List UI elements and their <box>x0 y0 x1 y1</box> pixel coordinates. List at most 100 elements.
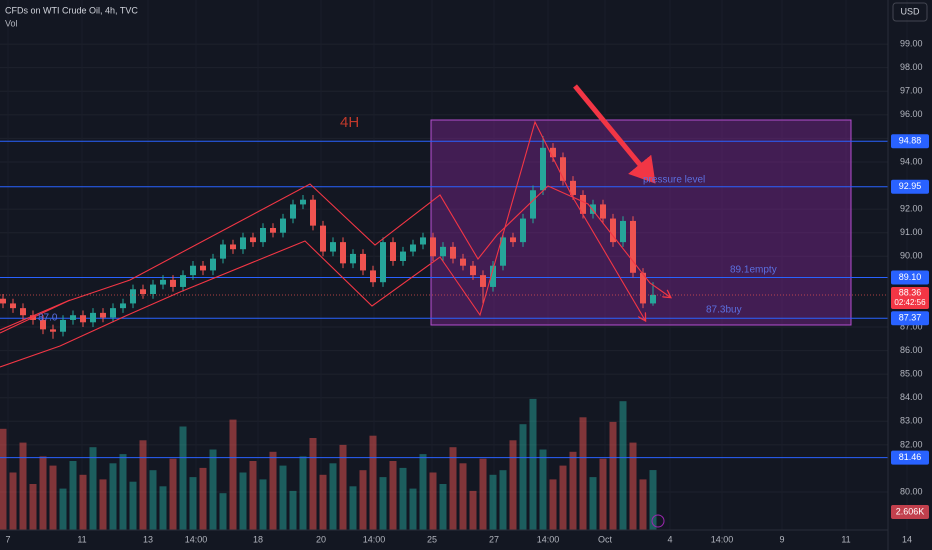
y-tick-label: 84.00 <box>900 392 923 402</box>
candle-body <box>380 242 386 283</box>
x-tick-label: 9 <box>779 534 784 544</box>
candle-body <box>150 284 156 294</box>
volume-bar <box>149 470 157 530</box>
y-tick-label: 94.00 <box>900 156 923 166</box>
y-tick-label: 96.00 <box>900 109 923 119</box>
x-tick-label: 11 <box>841 534 850 544</box>
grid <box>0 43 888 493</box>
chart-title: CFDs on WTI Crude Oil, 4h, TVC <box>5 5 138 15</box>
level-label: 89.10 <box>899 272 922 282</box>
candle-body <box>550 147 556 158</box>
x-tick-label: 7 <box>5 534 10 544</box>
volume-bar <box>0 428 7 530</box>
volume-bar <box>609 421 617 530</box>
level-tag <box>891 270 929 285</box>
volume-bar <box>69 461 77 530</box>
volume-bar <box>519 424 527 530</box>
volume-bar <box>499 470 507 530</box>
volume-bar <box>649 470 657 530</box>
candle-body <box>210 258 216 271</box>
x-tick-label: 18 <box>253 534 263 544</box>
volume-bar <box>479 458 487 530</box>
candle-body <box>280 218 286 233</box>
x-tick-label: 14 <box>902 534 912 544</box>
volume-bar <box>489 474 497 530</box>
candle-body <box>640 272 646 304</box>
volume-bar <box>629 442 637 530</box>
candle-body <box>420 237 426 245</box>
candle-body <box>190 265 196 276</box>
volume-bar <box>129 481 137 530</box>
volume-bar <box>269 451 277 530</box>
y-tick-label: 98.00 <box>900 62 923 72</box>
x-tick-label: 11 <box>77 534 86 544</box>
zigzag-lower <box>0 120 645 368</box>
candle-body <box>360 253 366 271</box>
annotation: 87.0 <box>38 313 58 324</box>
volume-bar <box>569 451 577 530</box>
candle-body <box>180 275 186 287</box>
y-tick-label: 80.00 <box>900 486 923 496</box>
candle-body <box>220 244 226 259</box>
y-tick-label: 86.00 <box>900 345 923 355</box>
candle-body <box>470 265 476 276</box>
candle-body <box>50 329 56 332</box>
candle-body <box>450 246 456 259</box>
level-tag <box>891 179 929 194</box>
volume-bar <box>169 458 177 530</box>
volume-bar <box>279 465 287 530</box>
candle-body <box>570 180 576 195</box>
candle-body <box>260 227 266 243</box>
candle-body <box>510 237 516 243</box>
y-tick-label: 92.00 <box>900 203 923 213</box>
volume-tag <box>891 505 929 519</box>
currency-button[interactable] <box>892 2 928 22</box>
volume-title: Vol <box>5 18 18 28</box>
candle-body <box>560 157 566 181</box>
volume-bar <box>219 493 227 530</box>
candle-body <box>80 315 86 323</box>
candle-body <box>130 289 136 304</box>
volume-bar <box>39 456 47 530</box>
volume-bar <box>599 458 607 530</box>
volume-bar <box>619 401 627 530</box>
volume-bar <box>319 474 327 530</box>
candle-body <box>440 246 446 257</box>
y-tick-label: 83.00 <box>900 416 923 426</box>
candle-body <box>70 315 76 320</box>
volume-bar <box>399 467 407 530</box>
candle-body <box>500 237 506 266</box>
event-icon[interactable] <box>651 514 665 528</box>
x-tick-label: 27 <box>489 534 499 544</box>
candle-body <box>20 308 26 316</box>
candle-body <box>370 270 376 283</box>
volume-bar <box>59 488 67 530</box>
y-tick-label: 82.00 <box>900 439 923 449</box>
candle-body <box>160 279 166 285</box>
candle-body <box>430 237 436 257</box>
levels <box>0 140 888 459</box>
y-tick-label: 99.00 <box>900 38 923 48</box>
candle-body <box>630 220 636 273</box>
level-label: 94.88 <box>899 136 922 146</box>
currency[interactable]: USD <box>900 6 920 16</box>
volume-bar <box>449 447 457 530</box>
candle-body <box>200 265 206 271</box>
volume-bar <box>379 477 387 530</box>
candle-body <box>120 303 126 309</box>
candles <box>0 136 656 339</box>
x-tick-label: 20 <box>316 534 326 544</box>
volume-bar <box>309 438 317 530</box>
level-tag <box>891 134 929 149</box>
candle-body <box>100 312 106 318</box>
candle-body <box>250 237 256 243</box>
volume-bar <box>139 440 147 530</box>
level-tag <box>891 311 929 326</box>
level-tag <box>891 450 929 465</box>
volume-value-label: 2.606K <box>896 506 925 516</box>
volume-bar <box>249 461 257 530</box>
candle-body <box>390 242 396 261</box>
y-tick-label: 85.00 <box>900 369 923 379</box>
candle-body <box>330 242 336 252</box>
volume-bar <box>209 449 217 530</box>
